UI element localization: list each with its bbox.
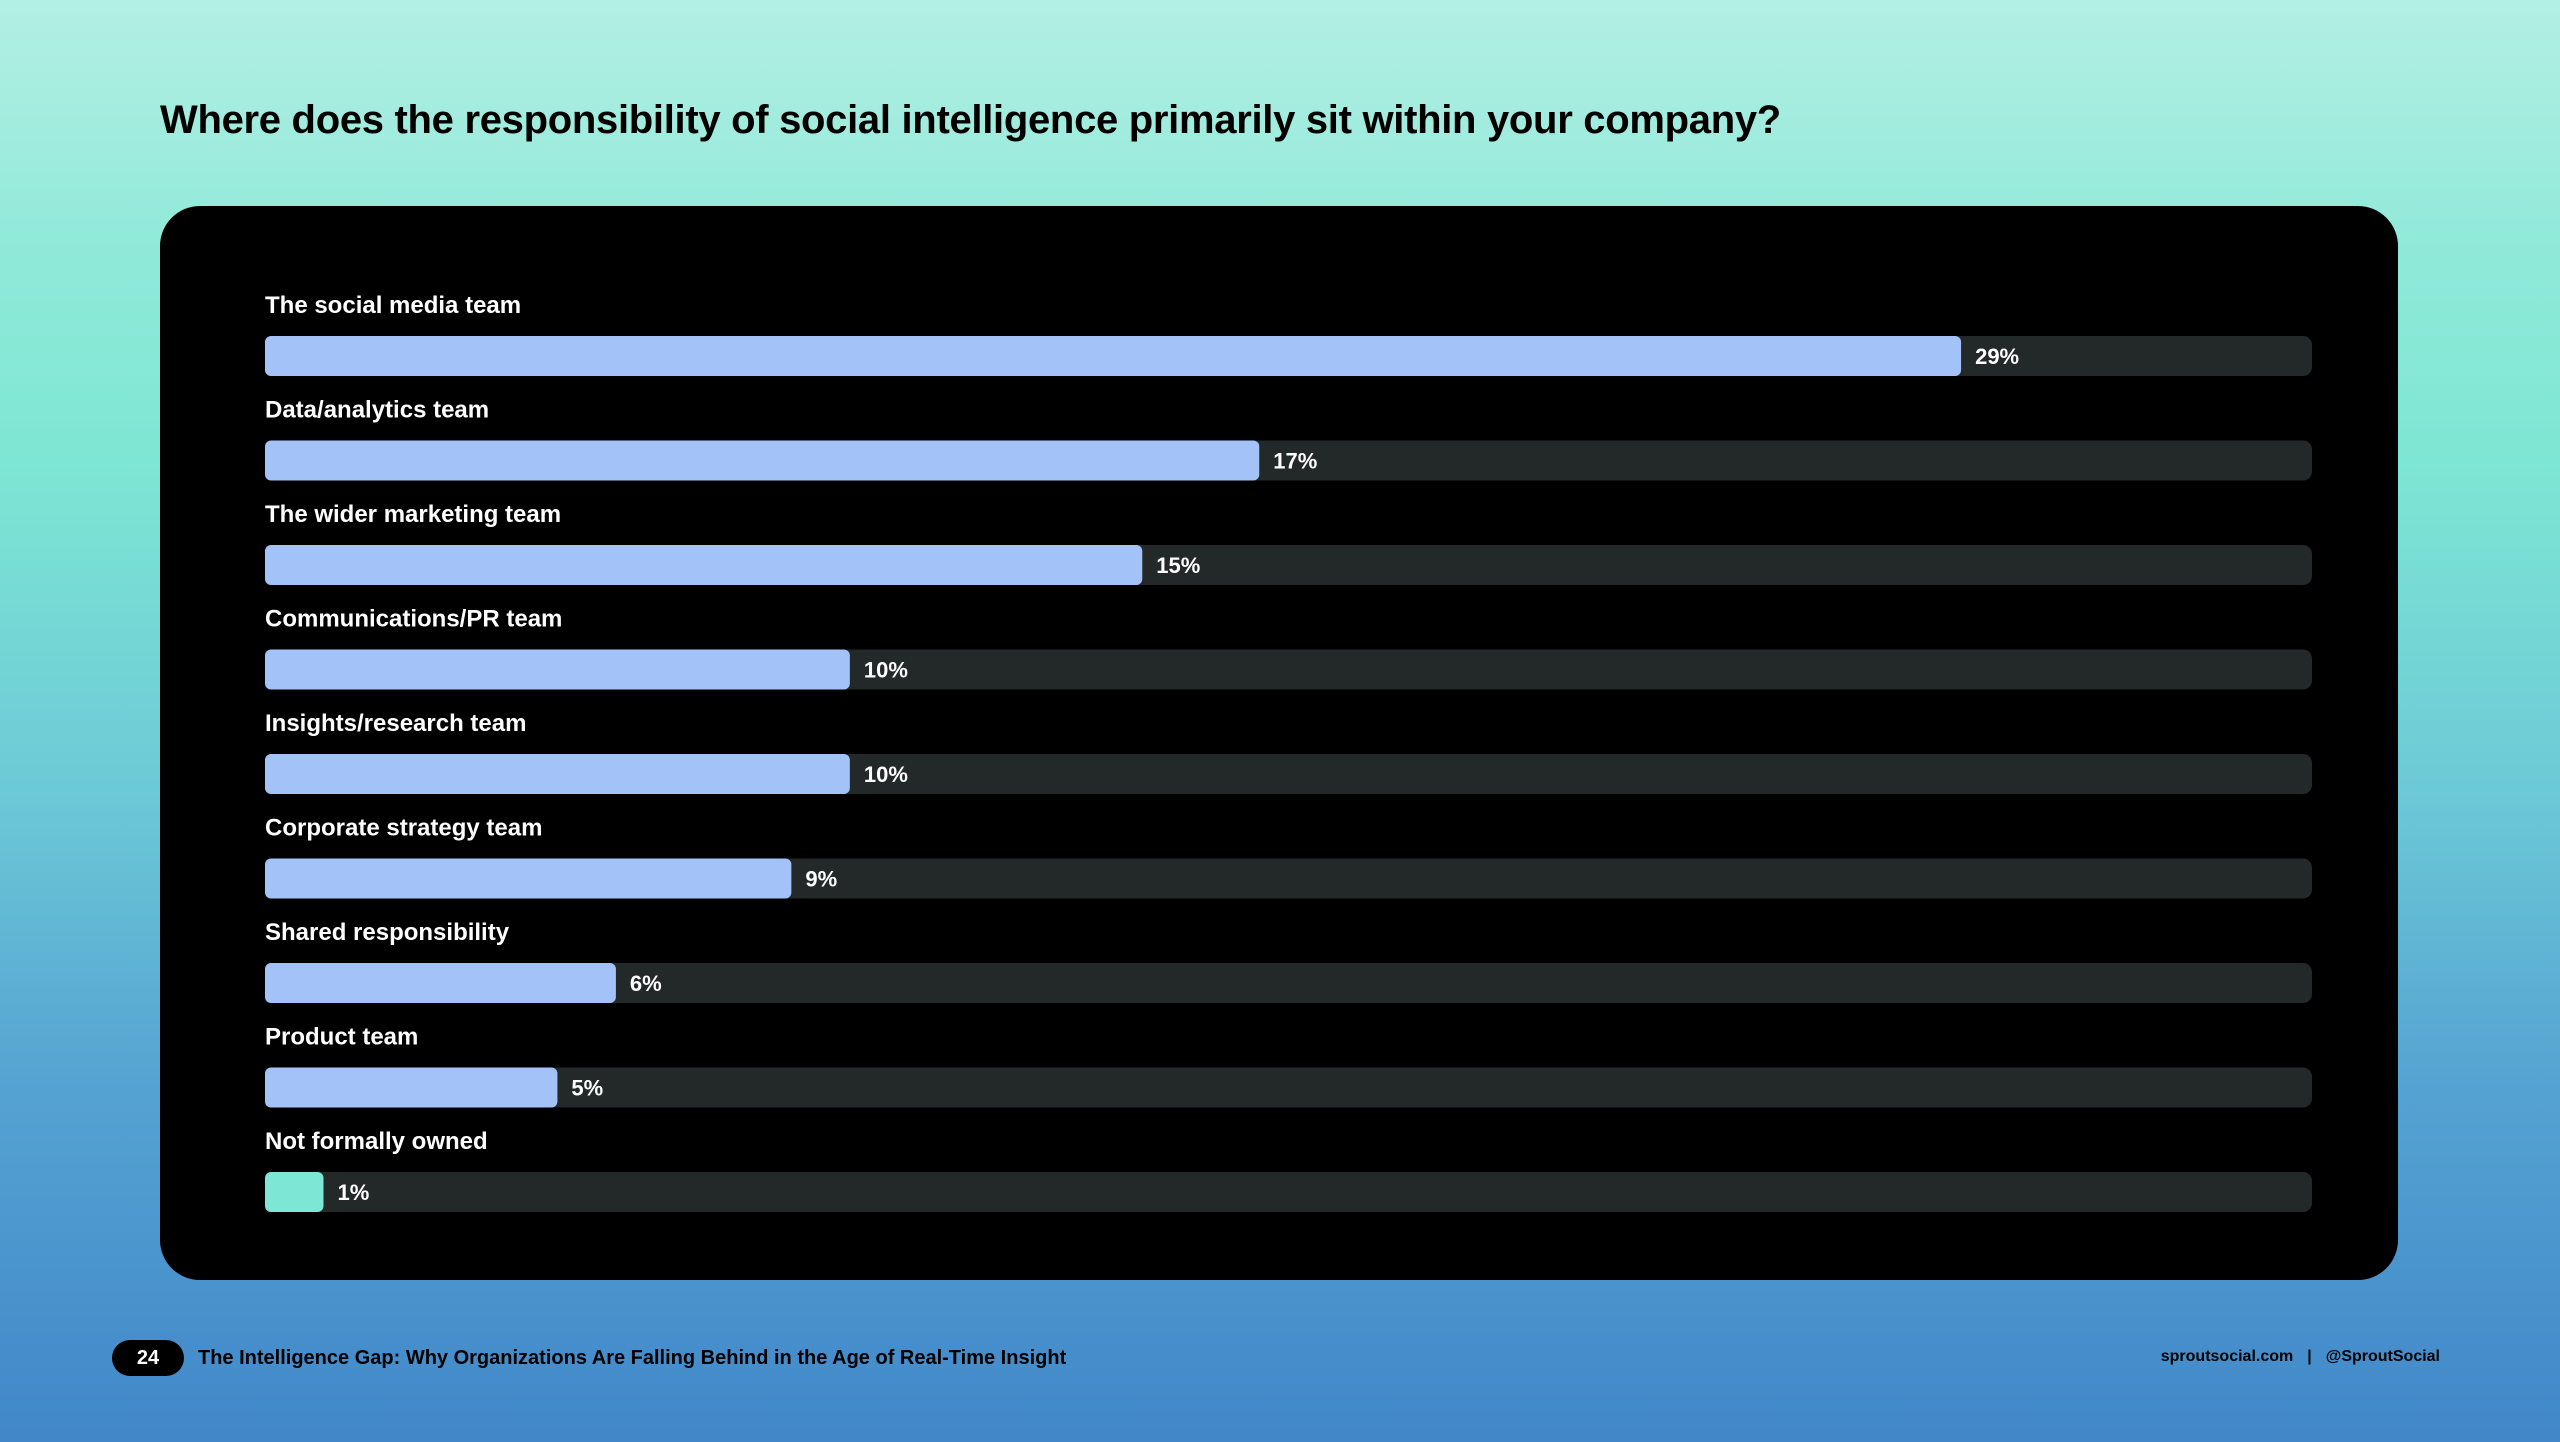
bar [265, 440, 1260, 481]
value-label: 17% [1273, 449, 1317, 474]
chart-card: The social media team 29% Data/analytics t… [160, 206, 2398, 1280]
bar [265, 1172, 324, 1212]
value-label: 10% [864, 658, 908, 683]
bar-track [265, 963, 2312, 1003]
value-label: 10% [864, 762, 908, 787]
bar-track [265, 1067, 2312, 1108]
category-label: The wider marketing team [265, 501, 561, 528]
category-label: Communications/PR team [265, 606, 562, 633]
value-label: 29% [1975, 344, 2019, 369]
social-handle-link[interactable]: @SproutSocial [2325, 1348, 2440, 1365]
category-label: Product team [265, 1024, 418, 1051]
page-number-badge: 24 [112, 1340, 184, 1376]
bar-chart: The social media team 29% Data/analytics t… [265, 292, 2312, 1212]
category-label: Corporate strategy team [265, 815, 542, 842]
bar [265, 754, 850, 794]
bar-track [265, 1172, 2312, 1212]
bar [265, 1067, 558, 1108]
report-title: The Intelligence Gap: Why Organizations … [198, 1346, 1067, 1369]
footer: 24 The Intelligence Gap: Why Organizatio… [112, 1340, 1066, 1376]
value-label: 1% [337, 1180, 369, 1205]
category-label: Not formally owned [265, 1128, 488, 1155]
bar [265, 649, 850, 690]
bar [265, 545, 1143, 585]
value-label: 9% [805, 867, 837, 892]
value-label: 5% [571, 1076, 603, 1101]
page-title: Where does the responsibility of social … [160, 98, 1781, 142]
value-label: 6% [630, 971, 662, 996]
site-link[interactable]: sproutsocial.com [2160, 1348, 2294, 1365]
category-label: Shared responsibility [265, 919, 510, 946]
value-label: 15% [1156, 553, 1200, 578]
footer-separator: | [2307, 1348, 2312, 1365]
footer-links: sproutsocial.com | @SproutSocial [2161, 1348, 2440, 1366]
bar [265, 858, 792, 899]
bar [265, 963, 616, 1003]
category-label: Data/analytics team [265, 397, 489, 424]
category-label: Insights/research team [265, 710, 526, 737]
category-label: The social media team [265, 292, 521, 319]
bar [265, 336, 1962, 376]
